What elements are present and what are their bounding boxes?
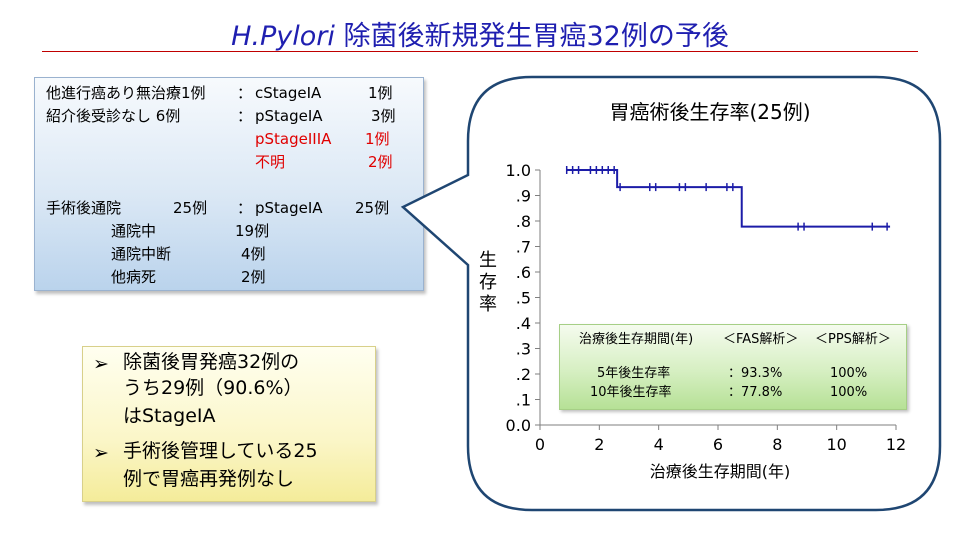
y-axis-label: 生存率: [479, 250, 497, 315]
survival-curve: [566, 169, 891, 228]
y-tick-label: 0.0: [506, 416, 531, 435]
row4-stage: 不明: [255, 153, 286, 171]
row3-count: 1例: [365, 130, 390, 148]
stats-header-pps: ＜PPS解析＞: [815, 332, 891, 347]
note2-line2: 例で胃癌再発例なし: [123, 468, 295, 490]
row4-count: 2例: [368, 153, 393, 171]
x-tick-label: 8: [772, 435, 782, 454]
note1-line2: うち29例（90.6%）: [123, 377, 303, 399]
x-axis-label: 治療後生存期間(年): [649, 462, 791, 481]
y-tick-label: .1: [516, 391, 531, 410]
x-tick-label: 6: [713, 435, 723, 454]
slide-title-text: 除菌後新規発生胃癌32例の予後: [334, 21, 729, 52]
stats-row1-label: 5年後生存率: [597, 366, 671, 381]
row1-label: 他進行癌あり無治療1例: [46, 84, 206, 102]
y-tick-label: .4: [516, 314, 531, 333]
y-tick-label: .6: [516, 263, 531, 282]
slide-title-italic: H.Pylori: [231, 21, 335, 52]
y-tick-label: .2: [516, 365, 531, 384]
y-tick-label: 1.0: [506, 161, 531, 180]
row5-label: 手術後通院: [46, 199, 122, 217]
sub1-label: 通院中: [111, 222, 157, 240]
row3-stage: pStageIIIA: [255, 130, 332, 148]
stats-row1-fas: ：93.3%: [728, 366, 783, 381]
slide-title: H.Pylori 除菌後新規発生胃癌32例の予後: [0, 14, 960, 53]
stats-header-period: 治療後生存期間(年): [579, 332, 694, 347]
sub3-count: 2例: [241, 268, 266, 286]
stats-row1-pps: 100%: [830, 366, 868, 381]
row5-count: 25例: [355, 199, 390, 217]
title-divider: [42, 51, 918, 52]
case-summary-box: 他進行癌あり無治療1例 ： cStageIA 1例 紹介後受診なし 6例 ： p…: [34, 77, 424, 291]
row5-colon: ：: [237, 199, 253, 217]
stats-row2-fas: ：77.8%: [728, 385, 783, 400]
row2-stage: pStageIA: [255, 107, 323, 125]
chart-title: 胃癌術後生存率(25例): [609, 100, 811, 124]
sub2-count: 4例: [241, 245, 266, 263]
y-tick-label: .3: [516, 340, 531, 359]
x-tick-label: 0: [535, 435, 545, 454]
y-tick-label: .5: [516, 289, 531, 308]
x-tick-label: 10: [826, 435, 846, 454]
row2-colon: ：: [237, 107, 253, 125]
note1-line3: はStageIA: [123, 405, 216, 427]
x-tick-label: 4: [654, 435, 664, 454]
sub2-label: 通院中断: [111, 245, 172, 263]
sub1-count: 19例: [235, 222, 270, 240]
row5-stage: pStageIA: [255, 199, 323, 217]
sub3-label: 他病死: [111, 268, 157, 286]
row2-label: 紹介後受診なし 6例: [46, 107, 181, 125]
row1-colon: ：: [237, 84, 253, 102]
bullet-icon: ➢: [93, 442, 109, 464]
row1-count: 1例: [368, 84, 393, 102]
row1-stage: cStageIA: [255, 84, 322, 102]
y-tick-label: .9: [516, 187, 531, 206]
survival-stats-box: 治療後生存期間(年) ＜FAS解析＞ ＜PPS解析＞ 5年後生存率 ：93.3%…: [559, 324, 907, 410]
row5-num: 25例: [173, 199, 208, 217]
x-tick-label: 12: [886, 435, 906, 454]
note2-line1: 手術後管理している25: [123, 440, 318, 462]
bullet-icon: ➢: [93, 353, 109, 375]
x-tick-label: 2: [594, 435, 604, 454]
note1-line1: 除菌後胃発癌32例の: [123, 351, 300, 373]
stats-row2-label: 10年後生存率: [590, 385, 672, 400]
conclusion-box: ➢ 除菌後胃発癌32例の うち29例（90.6%） はStageIA ➢ 手術後…: [82, 346, 376, 502]
row2-count: 3例: [371, 107, 396, 125]
stats-header-fas: ＜FAS解析＞: [723, 332, 799, 347]
stats-row2-pps: 100%: [830, 385, 868, 400]
y-tick-label: .8: [516, 212, 531, 231]
y-tick-label: .7: [516, 238, 531, 257]
